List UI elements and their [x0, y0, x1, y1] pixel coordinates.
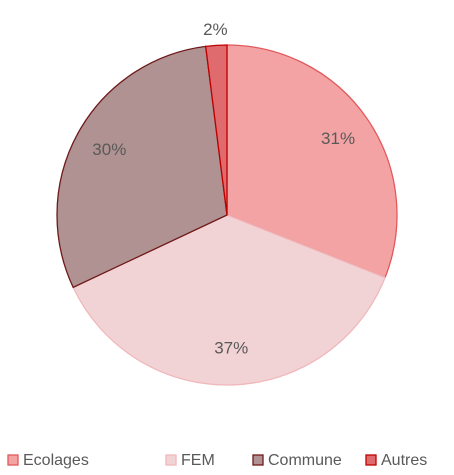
pie-slice	[226, 44, 398, 279]
data-label: 31%	[321, 129, 355, 148]
data-label: 37%	[214, 339, 248, 358]
legend-swatch	[252, 454, 264, 466]
pie-slice	[204, 44, 228, 216]
data-label: 30%	[92, 140, 126, 159]
pie-slice	[72, 214, 386, 386]
legend-label: Autres	[381, 452, 427, 469]
legend-swatch	[365, 454, 377, 466]
legend-swatch	[7, 454, 19, 466]
pie-slice	[56, 45, 228, 289]
legend-swatch	[165, 454, 177, 466]
legend-label: Commune	[268, 452, 342, 469]
data-label: 2%	[203, 20, 228, 39]
legend-label: Ecolages	[23, 452, 89, 469]
legend-label: FEM	[181, 452, 215, 469]
